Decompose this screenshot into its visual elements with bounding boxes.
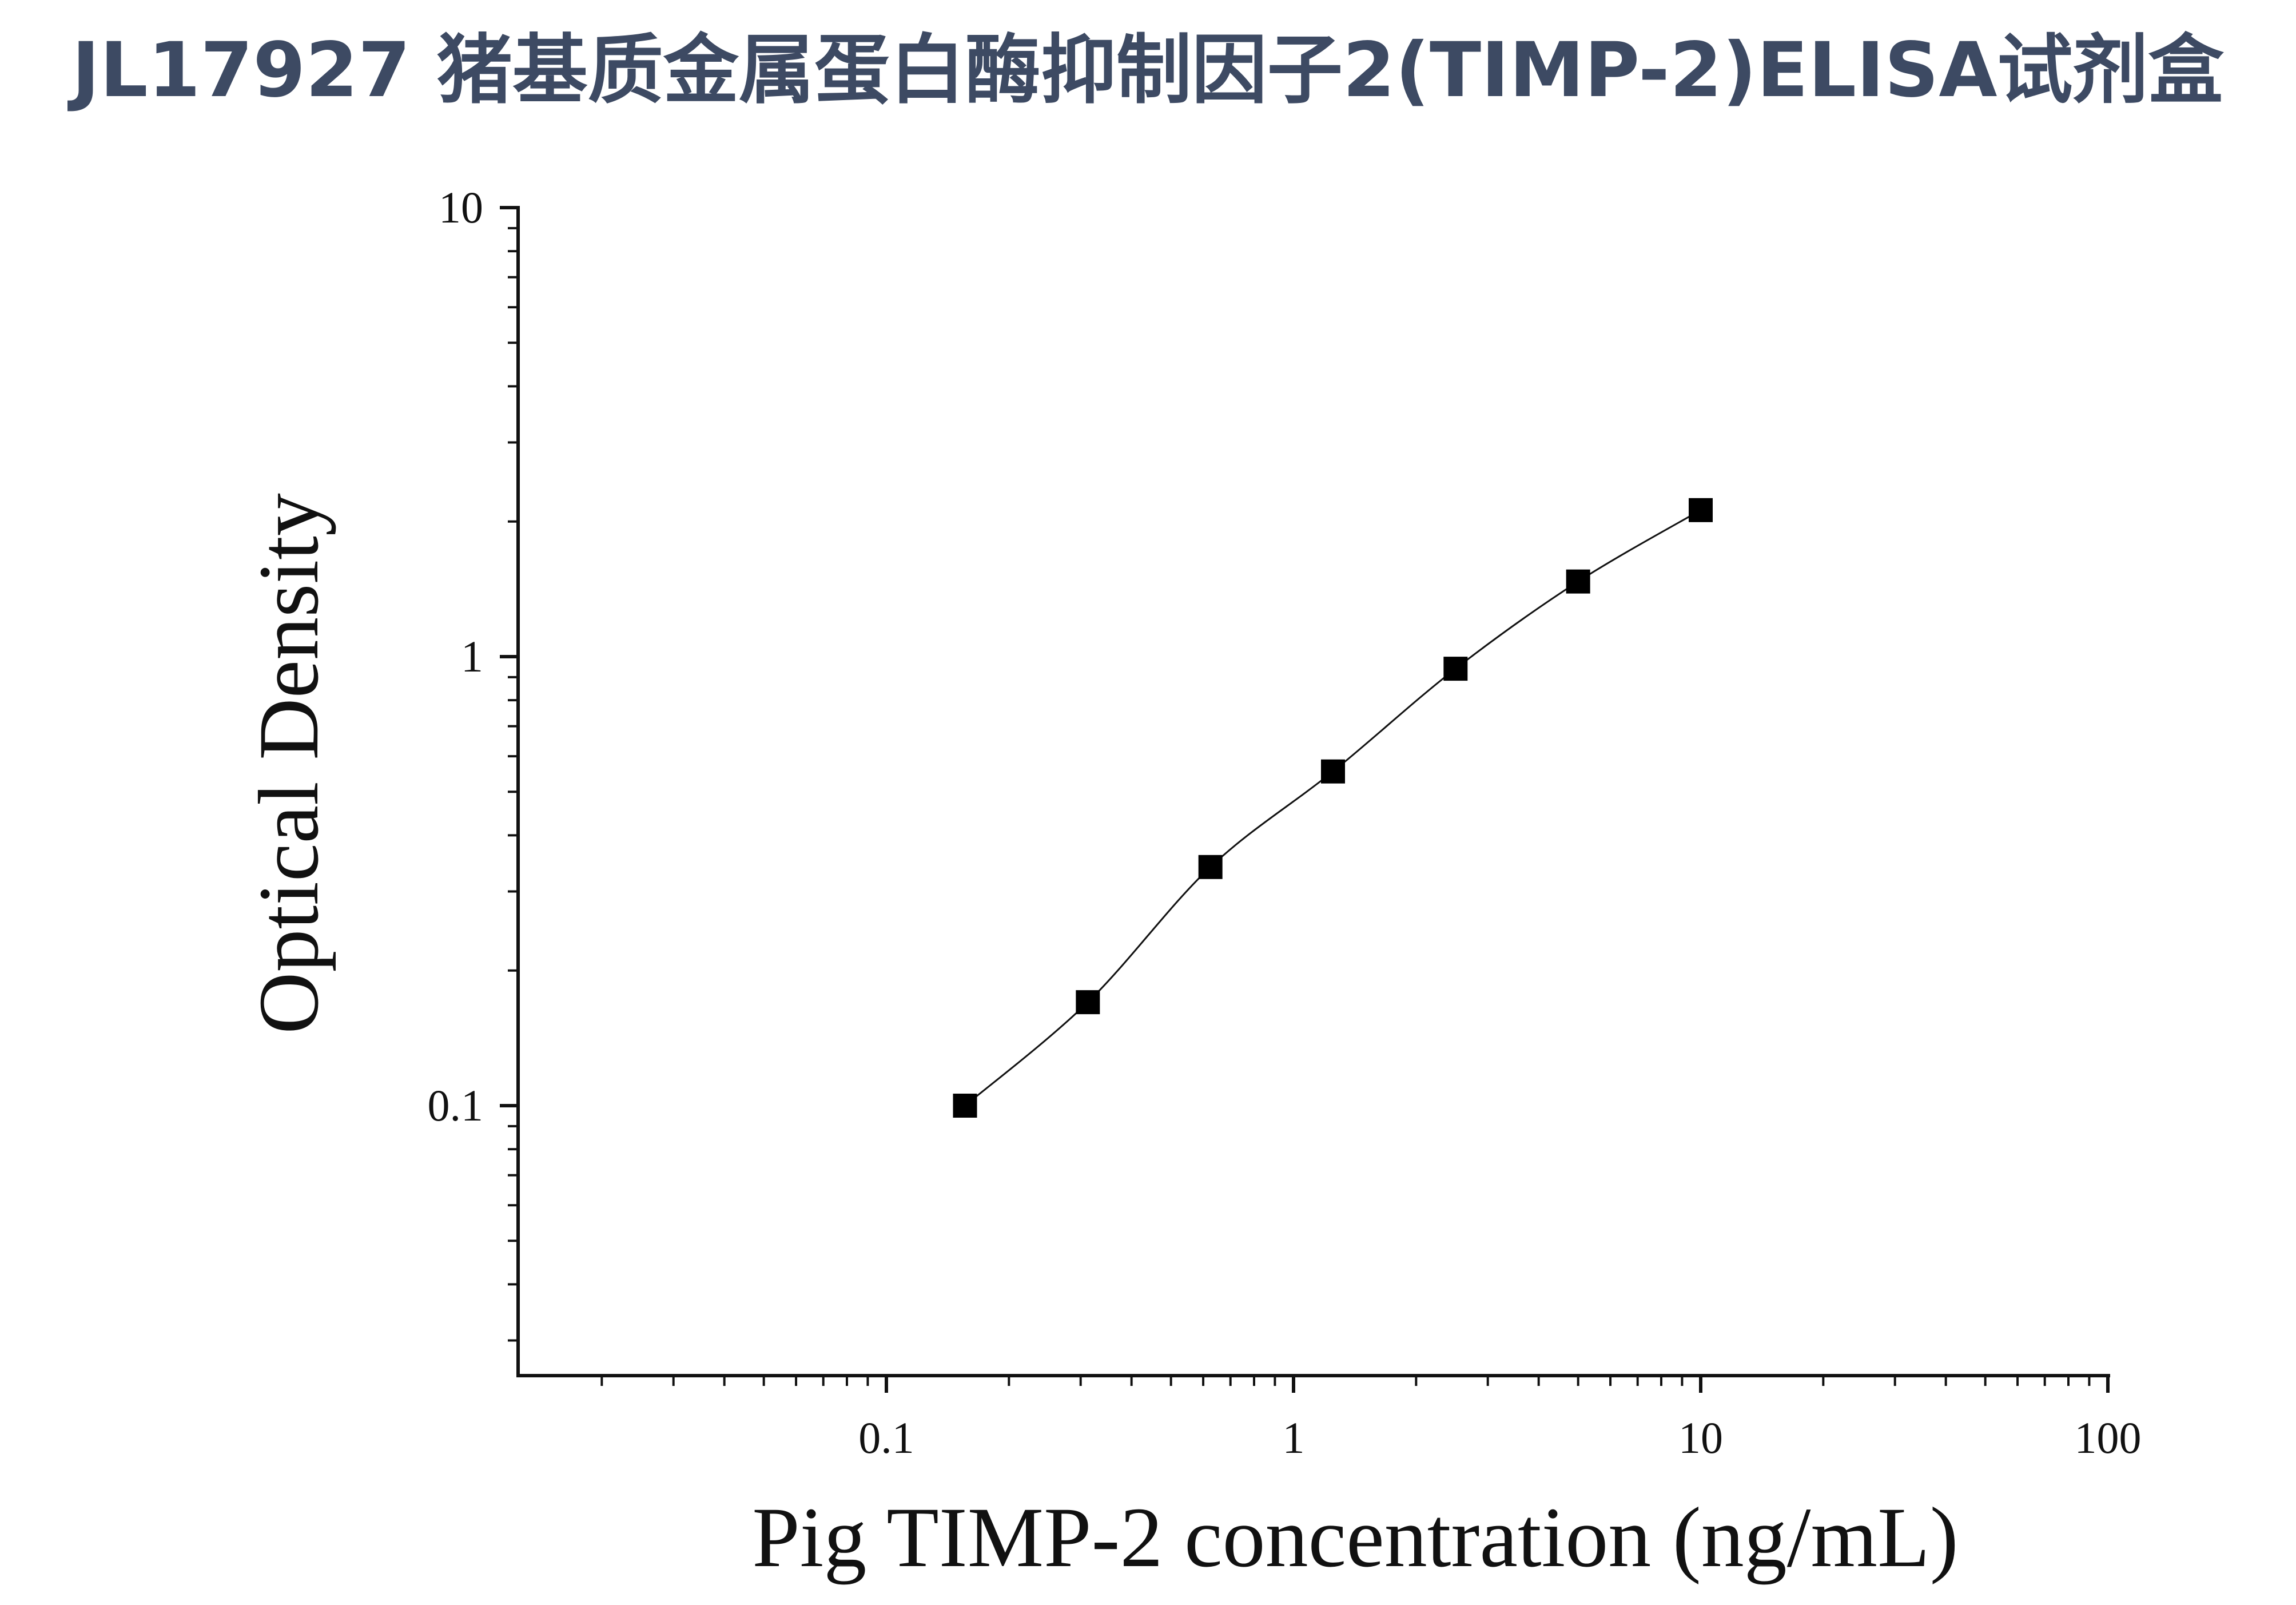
y-tick-label: 0.1 — [428, 1080, 484, 1130]
x-tick-label: 10 — [1678, 1413, 1723, 1463]
fit-curve — [964, 509, 1701, 1107]
data-point — [1566, 569, 1590, 594]
axes — [516, 206, 2110, 1377]
data-point — [953, 1094, 977, 1118]
x-tick-labels: 0.1 1 10 100 — [858, 1413, 2141, 1463]
chart-title: JL17927 猪基质金属蛋白酶抑制因子2(TIMP-2)ELISA试剂盒 — [67, 26, 2224, 114]
y-tick-label: 1 — [461, 631, 483, 681]
data-point — [1321, 759, 1345, 784]
y-ticks — [500, 206, 518, 1342]
data-point — [1443, 657, 1468, 681]
x-ticks — [600, 1376, 2110, 1393]
x-axis-label: Pig TIMP-2 concentration (ng/mL) — [752, 1490, 1958, 1585]
x-tick-label: 0.1 — [858, 1413, 914, 1463]
y-axis-label: Optical Density — [241, 493, 336, 1034]
data-points — [953, 498, 1713, 1118]
x-tick-label: 1 — [1283, 1413, 1305, 1463]
data-point — [1076, 990, 1100, 1015]
x-tick-label: 100 — [2075, 1413, 2142, 1463]
y-tick-labels: 0.1 1 10 — [428, 182, 484, 1130]
y-tick-label: 10 — [439, 182, 483, 232]
data-point — [1689, 498, 1713, 522]
data-point — [1198, 855, 1223, 879]
